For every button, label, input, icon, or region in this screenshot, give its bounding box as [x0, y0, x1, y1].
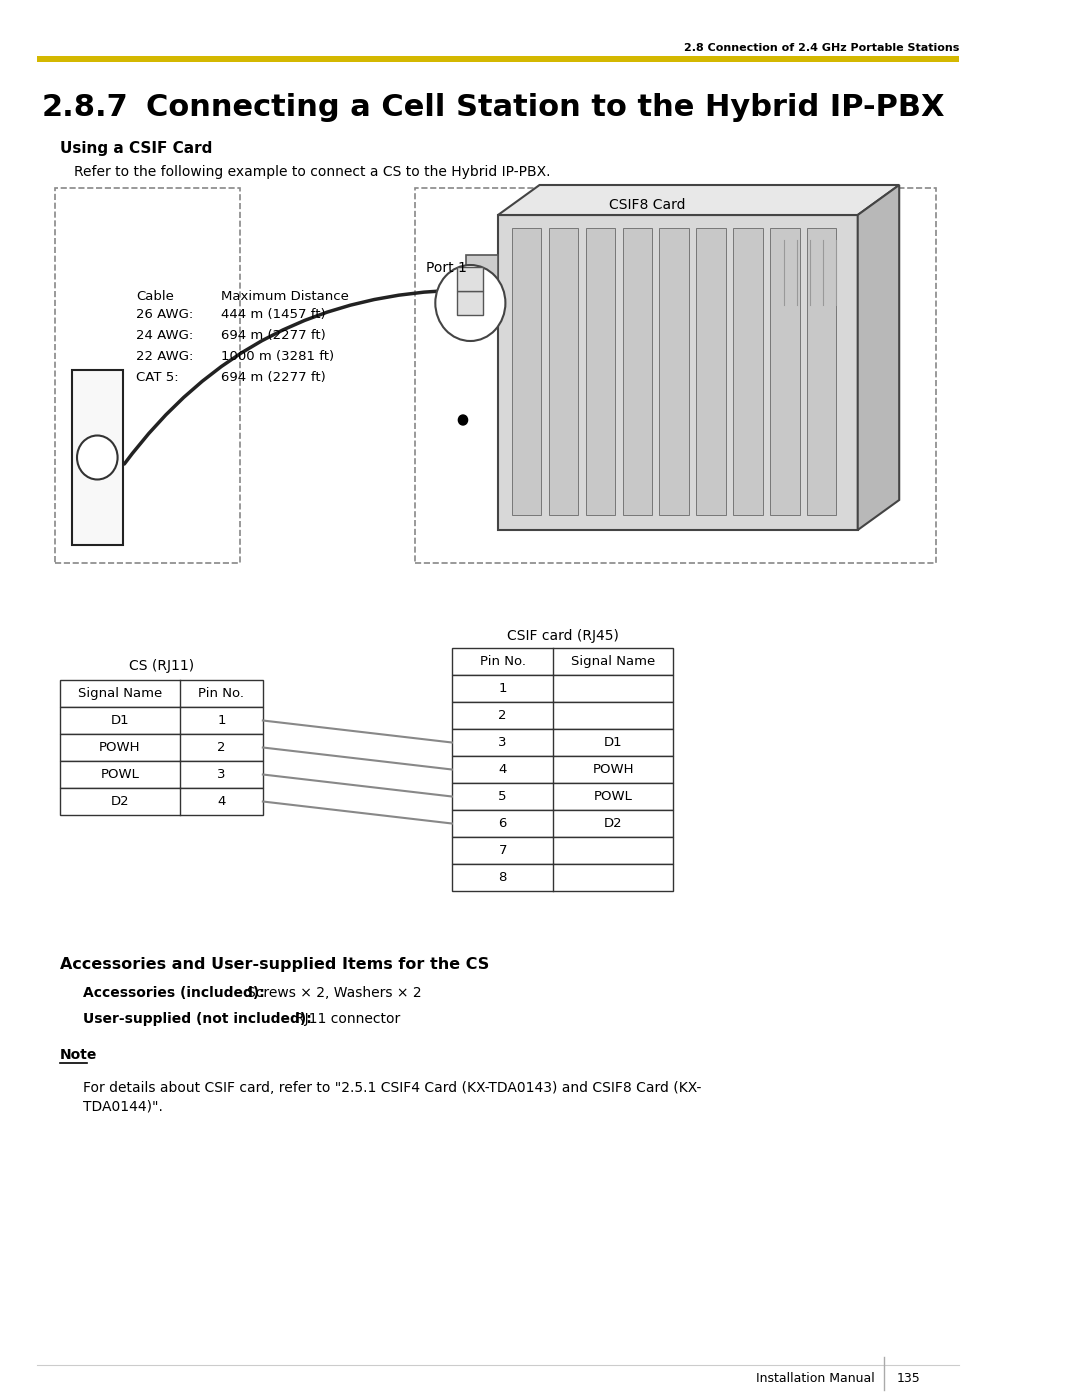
Text: 135: 135 [896, 1372, 920, 1384]
Text: 24 AWG:: 24 AWG: [136, 330, 193, 342]
Bar [451, 703, 673, 729]
Bar [465, 256, 498, 326]
Bar [60, 707, 262, 733]
Text: Accessories (included):: Accessories (included): [83, 986, 265, 1000]
Bar [512, 228, 541, 515]
Text: Refer to the following example to connect a CS to the Hybrid IP-PBX.: Refer to the following example to connec… [73, 165, 551, 179]
Bar [415, 189, 936, 563]
Text: 26 AWG:: 26 AWG: [136, 307, 193, 321]
Text: Accessories and User-supplied Items for the CS: Accessories and User-supplied Items for … [60, 957, 489, 972]
Bar [451, 675, 673, 703]
Bar [498, 215, 858, 529]
Bar [697, 228, 726, 515]
Text: 7: 7 [498, 844, 507, 856]
Bar [451, 837, 673, 863]
Bar [451, 782, 673, 810]
Bar [55, 189, 240, 563]
Circle shape [435, 265, 505, 341]
Circle shape [77, 436, 118, 479]
Bar [807, 228, 837, 515]
Text: POWH: POWH [99, 740, 140, 754]
Text: Cable: Cable [136, 291, 174, 303]
Bar [60, 761, 262, 788]
Bar [60, 680, 262, 707]
Text: 1: 1 [498, 682, 507, 694]
Bar [770, 228, 799, 515]
Text: Maximum Distance: Maximum Distance [221, 291, 349, 303]
Text: D2: D2 [604, 817, 623, 830]
Bar [451, 729, 673, 756]
Text: 2: 2 [498, 710, 507, 722]
Text: RJ11 connector: RJ11 connector [295, 1011, 401, 1025]
Text: 6: 6 [499, 817, 507, 830]
Text: D1: D1 [604, 736, 623, 749]
Text: CS (RJ11): CS (RJ11) [129, 659, 194, 673]
Text: Pin No.: Pin No. [480, 655, 526, 668]
Text: 1: 1 [217, 714, 226, 726]
Bar [451, 810, 673, 837]
Bar [451, 863, 673, 891]
Bar [37, 56, 959, 61]
Bar [660, 228, 689, 515]
Text: Signal Name: Signal Name [571, 655, 656, 668]
Text: 8: 8 [499, 870, 507, 884]
Text: Pin No.: Pin No. [199, 687, 244, 700]
Text: Connecting a Cell Station to the Hybrid IP-PBX: Connecting a Cell Station to the Hybrid … [146, 94, 944, 123]
Text: 5: 5 [498, 789, 507, 803]
Text: CSIF card (RJ45): CSIF card (RJ45) [507, 629, 619, 643]
Bar [60, 788, 262, 814]
Text: 2.8.7: 2.8.7 [41, 94, 129, 123]
Text: For details about CSIF card, refer to "2.5.1 CSIF4 Card (KX-TDA0143) and CSIF8 C: For details about CSIF card, refer to "2… [83, 1081, 701, 1095]
Text: 3: 3 [498, 736, 507, 749]
Text: Note: Note [60, 1048, 97, 1062]
Text: Installation Manual: Installation Manual [756, 1372, 875, 1384]
Bar [451, 648, 673, 675]
Text: 4: 4 [217, 795, 226, 807]
Bar [72, 370, 123, 545]
Text: 4: 4 [499, 763, 507, 775]
Text: User-supplied (not included):: User-supplied (not included): [83, 1011, 312, 1025]
Bar [622, 228, 652, 515]
Bar [585, 228, 616, 515]
Text: Screws × 2, Washers × 2: Screws × 2, Washers × 2 [247, 986, 422, 1000]
Polygon shape [498, 184, 900, 215]
Text: 1000 m (3281 ft): 1000 m (3281 ft) [221, 351, 335, 363]
Text: D1: D1 [110, 714, 130, 726]
Text: 2.8 Connection of 2.4 GHz Portable Stations: 2.8 Connection of 2.4 GHz Portable Stati… [684, 43, 959, 53]
FancyArrowPatch shape [124, 291, 463, 464]
Text: D2: D2 [110, 795, 130, 807]
Circle shape [458, 415, 468, 425]
Bar [458, 267, 483, 291]
Text: 22 AWG:: 22 AWG: [136, 351, 194, 363]
Text: 444 m (1457 ft): 444 m (1457 ft) [221, 307, 326, 321]
Text: 3: 3 [217, 768, 226, 781]
Text: TDA0144)".: TDA0144)". [83, 1099, 163, 1113]
Bar [458, 291, 483, 314]
Bar [451, 756, 673, 782]
Text: 694 m (2277 ft): 694 m (2277 ft) [221, 372, 326, 384]
Text: CSIF8 Card: CSIF8 Card [609, 198, 685, 212]
Text: 694 m (2277 ft): 694 m (2277 ft) [221, 330, 326, 342]
Text: CAT 5:: CAT 5: [136, 372, 179, 384]
Circle shape [470, 277, 494, 303]
Bar [549, 228, 578, 515]
Text: Using a CSIF Card: Using a CSIF Card [60, 141, 213, 155]
Text: POWH: POWH [593, 763, 634, 775]
Text: Port 1: Port 1 [427, 261, 467, 275]
Text: POWL: POWL [594, 789, 633, 803]
Bar [60, 733, 262, 761]
Text: Signal Name: Signal Name [78, 687, 162, 700]
Text: POWL: POWL [100, 768, 139, 781]
Polygon shape [858, 184, 900, 529]
Text: 2: 2 [217, 740, 226, 754]
Bar [733, 228, 762, 515]
